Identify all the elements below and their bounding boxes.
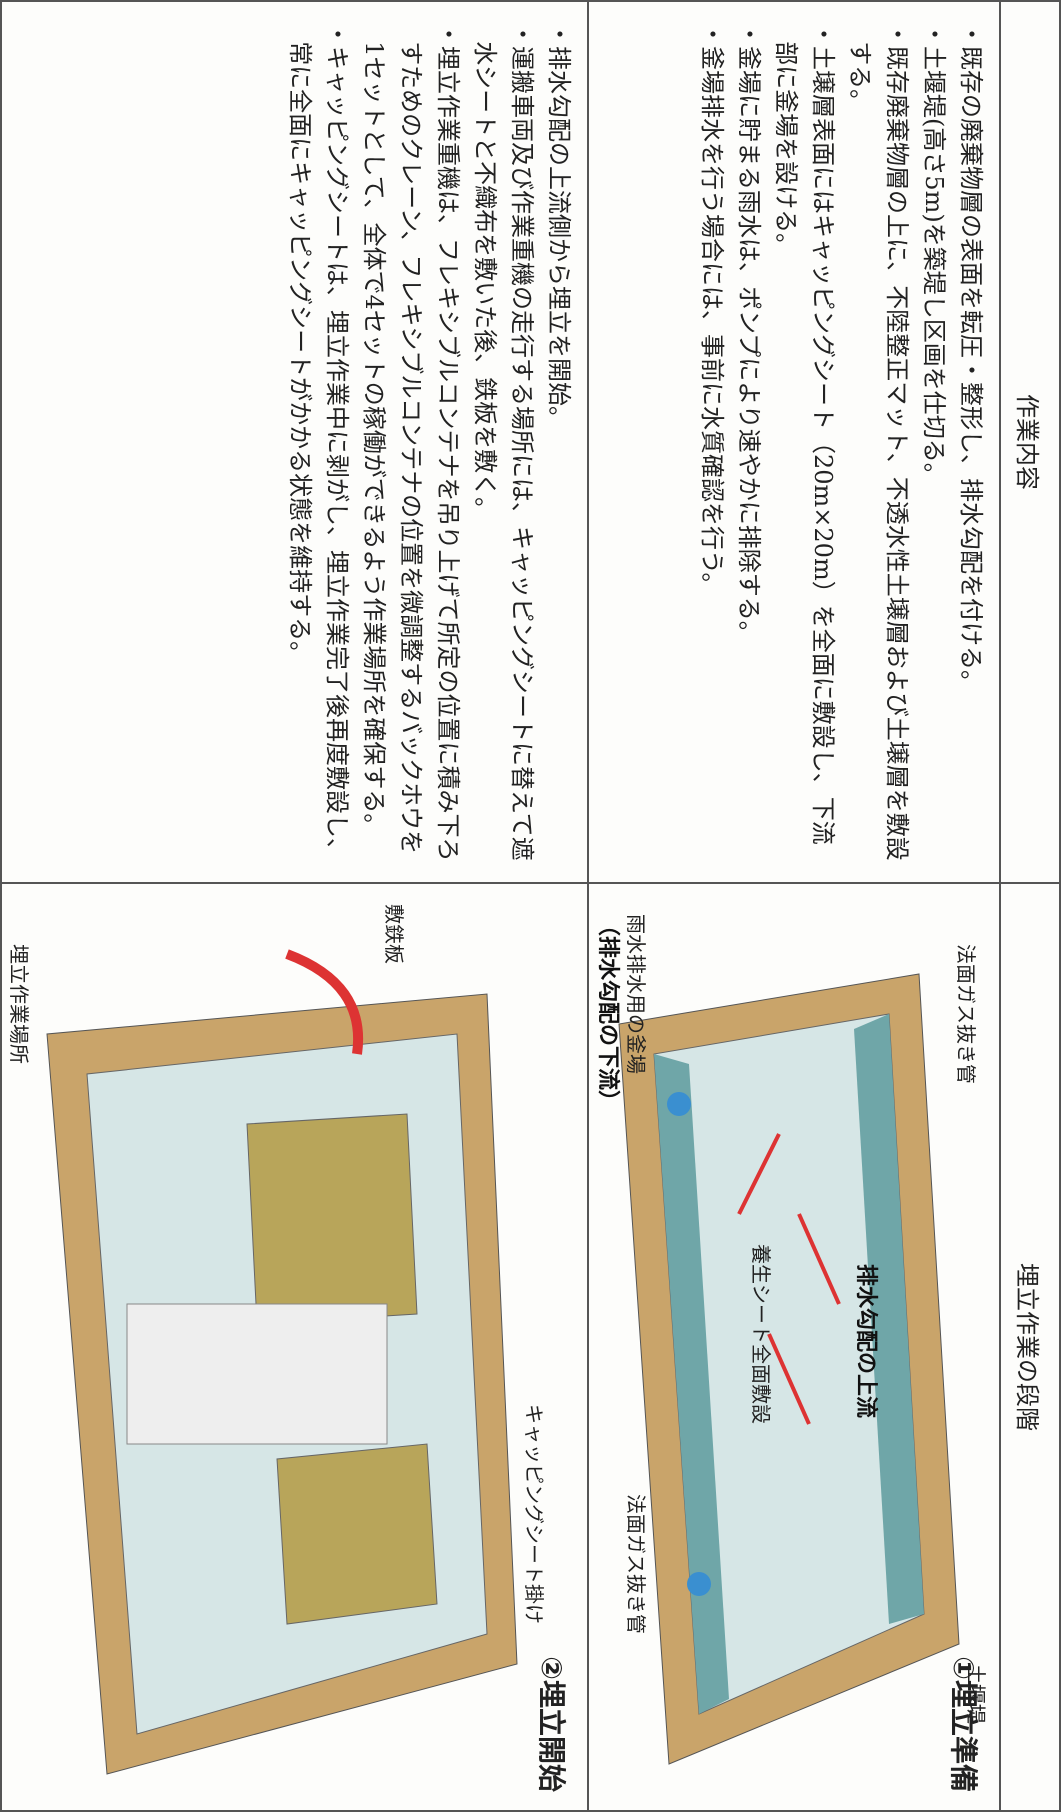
bullet: ・キャッピングシートは、埋立作業中に剥がし、埋立作業完了後再度敷設し、常に全面に… (286, 22, 351, 862)
stage-title: ①埋立準備 (947, 1656, 980, 1792)
label: 埋立作業場所 (7, 944, 31, 1064)
bullet: ・釜場に貯まる雨水は、ポンプにより速やかに排除する。 (735, 22, 763, 645)
label: 法面ガス抜き管 (954, 944, 978, 1084)
bullet: ・既存の廃棄物層の表面を転圧・整形し、排水勾配を付ける。 (957, 22, 985, 694)
bullet: ・釜場排水を行う場合には、事前に水質確認を行う。 (698, 22, 726, 597)
label: （排水勾配の下流） (595, 914, 621, 1112)
label: 排水勾配の上流 (853, 1264, 879, 1418)
label: 法面ガス抜き管 (624, 1494, 648, 1634)
header-content: 作業内容 (1000, 1, 1060, 883)
bullet: ・排水勾配の上流側から埋立を開始。 (545, 22, 573, 430)
label: キャッピングシート掛け (522, 1404, 546, 1624)
label: 雨水排水用の釜場 (624, 914, 648, 1074)
label: 養生シート全面敷設 (749, 1244, 773, 1424)
content-list: ・既存の廃棄物層の表面を転圧・整形し、排水勾配を付ける。 ・土堰堤(高さ5m)を築… (693, 2, 999, 882)
content-list: ・排水勾配の上流側から埋立を開始。 ・運搬車両及び作業重機の走行する場所には、キャ… (281, 2, 587, 882)
bullet: ・土壌層表面にはキャッピングシート（20m×20m）を全面に敷設し、下流部に釜場… (772, 22, 837, 845)
illustration: 土堰堤 法面ガス抜き管 排水勾配の上流 養生シート全面敷設 法面ガス抜き管 雨水… (595, 914, 988, 1765)
bullet: ・埋立作業重機は、フレキシブルコンテナを吊り上げて所定の位置に積み下ろすためのク… (360, 22, 462, 862)
stage-cell: 土堰堤 法面ガス抜き管 排水勾配の上流 養生シート全面敷設 法面ガス抜き管 雨水… (588, 883, 1000, 1811)
stage-title: ②埋立開始 (535, 1656, 568, 1792)
bullet: ・運搬車両及び作業重機の走行する場所には、キャッピングシートに替えて遮水シートと… (471, 22, 536, 861)
label: 土堰堤 (964, 1664, 988, 1724)
bullet: ・既存廃棄物層の上に、不陸整正マット、不透水性土壌層および土壌層を敷設する。 (846, 22, 911, 861)
illustration: キャッピングシート掛け 埋立作業場所 敷鉄板 (7, 904, 546, 1775)
label: 敷鉄板 (382, 904, 406, 964)
stage-cell: キャッピングシート掛け 埋立作業場所 敷鉄板 ②埋立開始 (1, 883, 588, 1811)
header-stage: 埋立作業の段階 (1000, 883, 1060, 1811)
bullet: ・土堰堤(高さ5m)を築堤し区画を仕切る。 (920, 22, 948, 487)
